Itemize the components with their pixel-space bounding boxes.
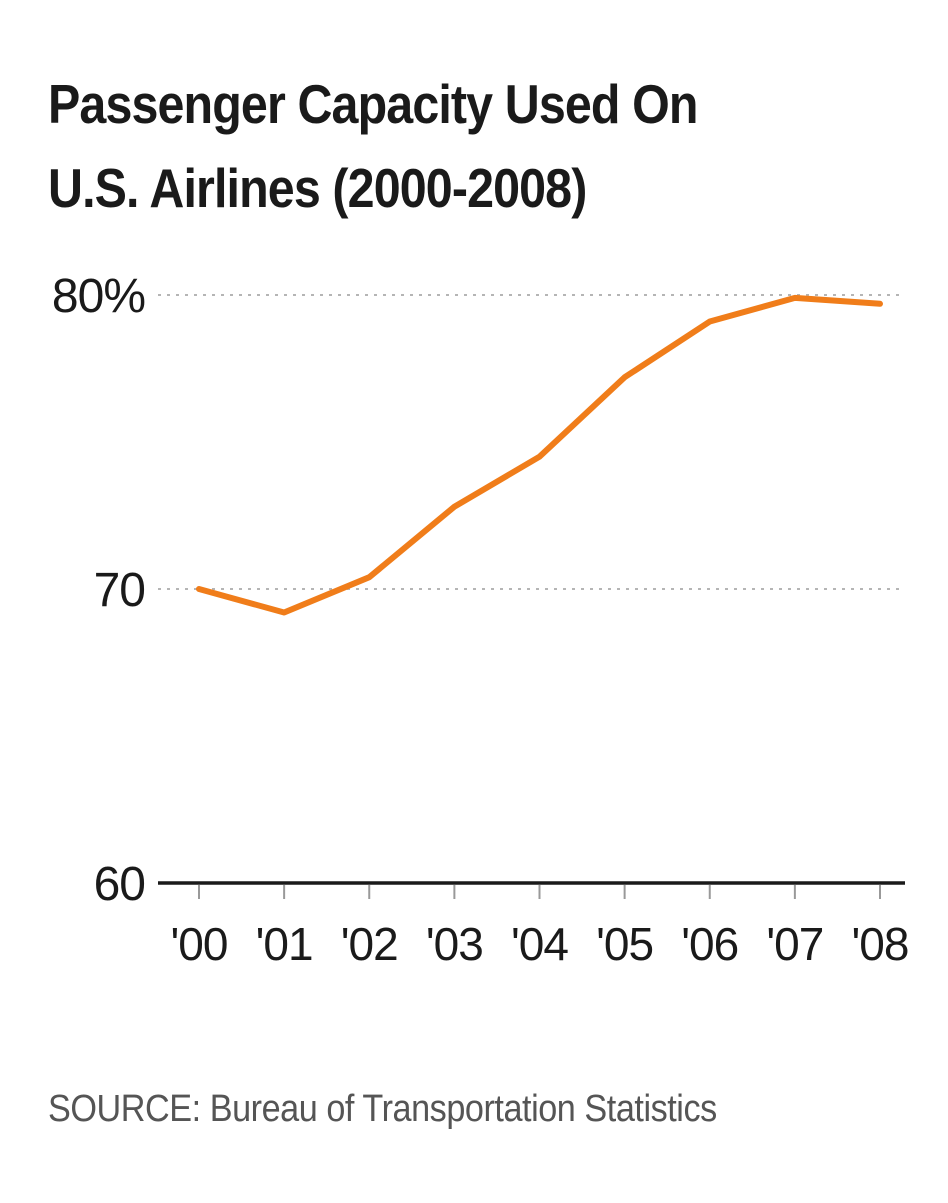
x-tick-label: '08 bbox=[852, 918, 909, 970]
source-note: SOURCE: Bureau of Transportation Statist… bbox=[48, 1088, 717, 1130]
chart-title-line-2: U.S. Airlines (2000-2008) bbox=[48, 157, 587, 219]
data-point bbox=[366, 574, 372, 580]
x-tick-label: '07 bbox=[766, 918, 823, 970]
data-point bbox=[281, 610, 287, 616]
data-point bbox=[196, 586, 202, 592]
y-tick-label: 70 bbox=[94, 564, 145, 617]
data-point bbox=[707, 318, 713, 324]
data-point bbox=[622, 374, 628, 380]
y-tick-label: 80% bbox=[52, 270, 145, 323]
data-point bbox=[451, 504, 457, 510]
x-tick-label: '06 bbox=[681, 918, 738, 970]
x-tick-label: '04 bbox=[511, 918, 568, 970]
y-tick-label: 60 bbox=[94, 858, 145, 911]
series-line bbox=[196, 294, 883, 616]
chart-title: Passenger Capacity Used On U.S. Airlines… bbox=[48, 62, 822, 230]
baseline-axis bbox=[158, 881, 905, 899]
x-tick-label: '03 bbox=[426, 918, 483, 970]
gridlines bbox=[158, 294, 905, 590]
x-tick-label: '01 bbox=[256, 918, 313, 970]
x-tick-label: '02 bbox=[341, 918, 398, 970]
data-point bbox=[792, 295, 798, 301]
chart-title-line-1: Passenger Capacity Used On bbox=[48, 73, 698, 135]
x-tick-label: '00 bbox=[171, 918, 228, 970]
data-point bbox=[537, 454, 543, 460]
data-point bbox=[877, 301, 883, 307]
y-axis-labels: 80% 70 60 bbox=[52, 270, 146, 911]
x-axis-labels: '00 '01 '02 '03 '04 '05 '06 '07 '08 bbox=[171, 918, 910, 970]
data-series bbox=[196, 294, 883, 616]
x-tick-label: '05 bbox=[596, 918, 653, 970]
